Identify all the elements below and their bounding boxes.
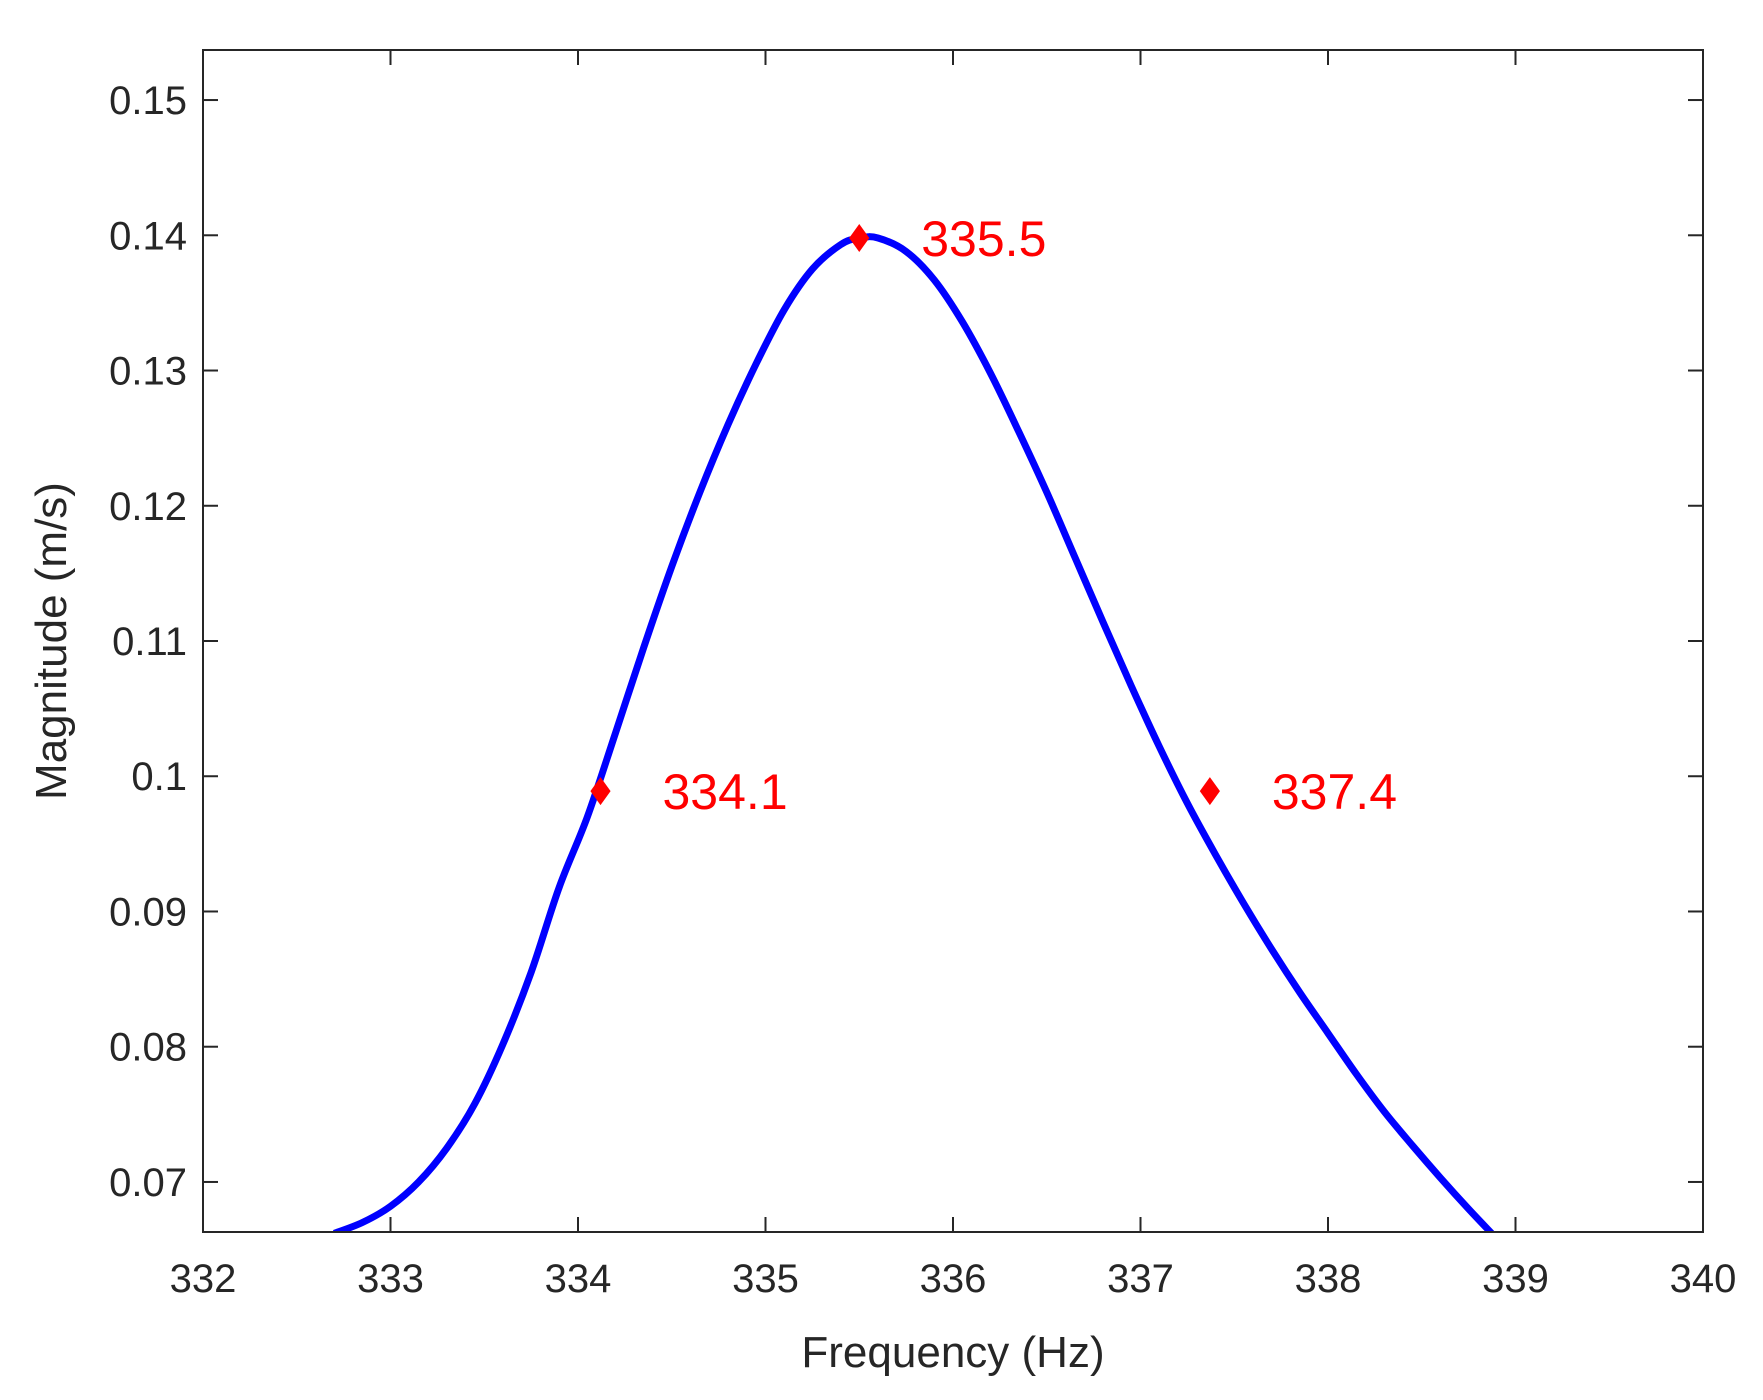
x-axis-title: Frequency (Hz) bbox=[801, 1328, 1104, 1377]
y-tick-label: 0.08 bbox=[109, 1026, 187, 1070]
series-line-magnitude bbox=[332, 233, 1496, 1232]
marker-diamond bbox=[1199, 777, 1220, 806]
y-axis-title: Magnitude (m/s) bbox=[27, 482, 76, 800]
markers-layer: 334.1 335.5 337.4 bbox=[590, 211, 1397, 820]
y-tick-labels: 0.07 0.08 0.09 0.1 0.11 0.12 0.13 0.14 0.15 bbox=[109, 79, 187, 1205]
marker-label: 335.5 bbox=[921, 211, 1046, 267]
y-tick-label: 0.07 bbox=[109, 1161, 187, 1205]
x-tick-label: 340 bbox=[1670, 1257, 1737, 1301]
y-tick-label: 0.11 bbox=[112, 620, 187, 664]
tick-marks bbox=[202, 50, 1704, 1232]
x-tick-label: 334 bbox=[545, 1257, 612, 1301]
x-tick-label: 333 bbox=[357, 1257, 424, 1301]
x-tick-label: 332 bbox=[170, 1257, 237, 1301]
marker-label: 334.1 bbox=[663, 764, 788, 820]
plot-background bbox=[203, 50, 1703, 1232]
y-tick-label: 0.13 bbox=[109, 350, 187, 394]
x-tick-label: 338 bbox=[1295, 1257, 1362, 1301]
y-tick-label: 0.1 bbox=[131, 755, 187, 799]
x-tick-label: 339 bbox=[1482, 1257, 1549, 1301]
y-tick-label: 0.12 bbox=[109, 485, 187, 529]
series-layer bbox=[332, 233, 1496, 1232]
plot-frame bbox=[202, 49, 1704, 1233]
y-tick-label: 0.15 bbox=[109, 79, 187, 123]
x-tick-label: 336 bbox=[920, 1257, 987, 1301]
x-tick-label: 335 bbox=[732, 1257, 799, 1301]
marker-diamond bbox=[849, 223, 870, 252]
x-tick-labels: 332 333 334 335 336 337 338 339 340 bbox=[170, 1257, 1737, 1301]
y-tick-label: 0.14 bbox=[109, 214, 187, 258]
marker-diamond bbox=[590, 777, 611, 806]
y-tick-label: 0.09 bbox=[109, 890, 187, 934]
marker-label: 337.4 bbox=[1272, 764, 1397, 820]
x-tick-label: 337 bbox=[1107, 1257, 1174, 1301]
